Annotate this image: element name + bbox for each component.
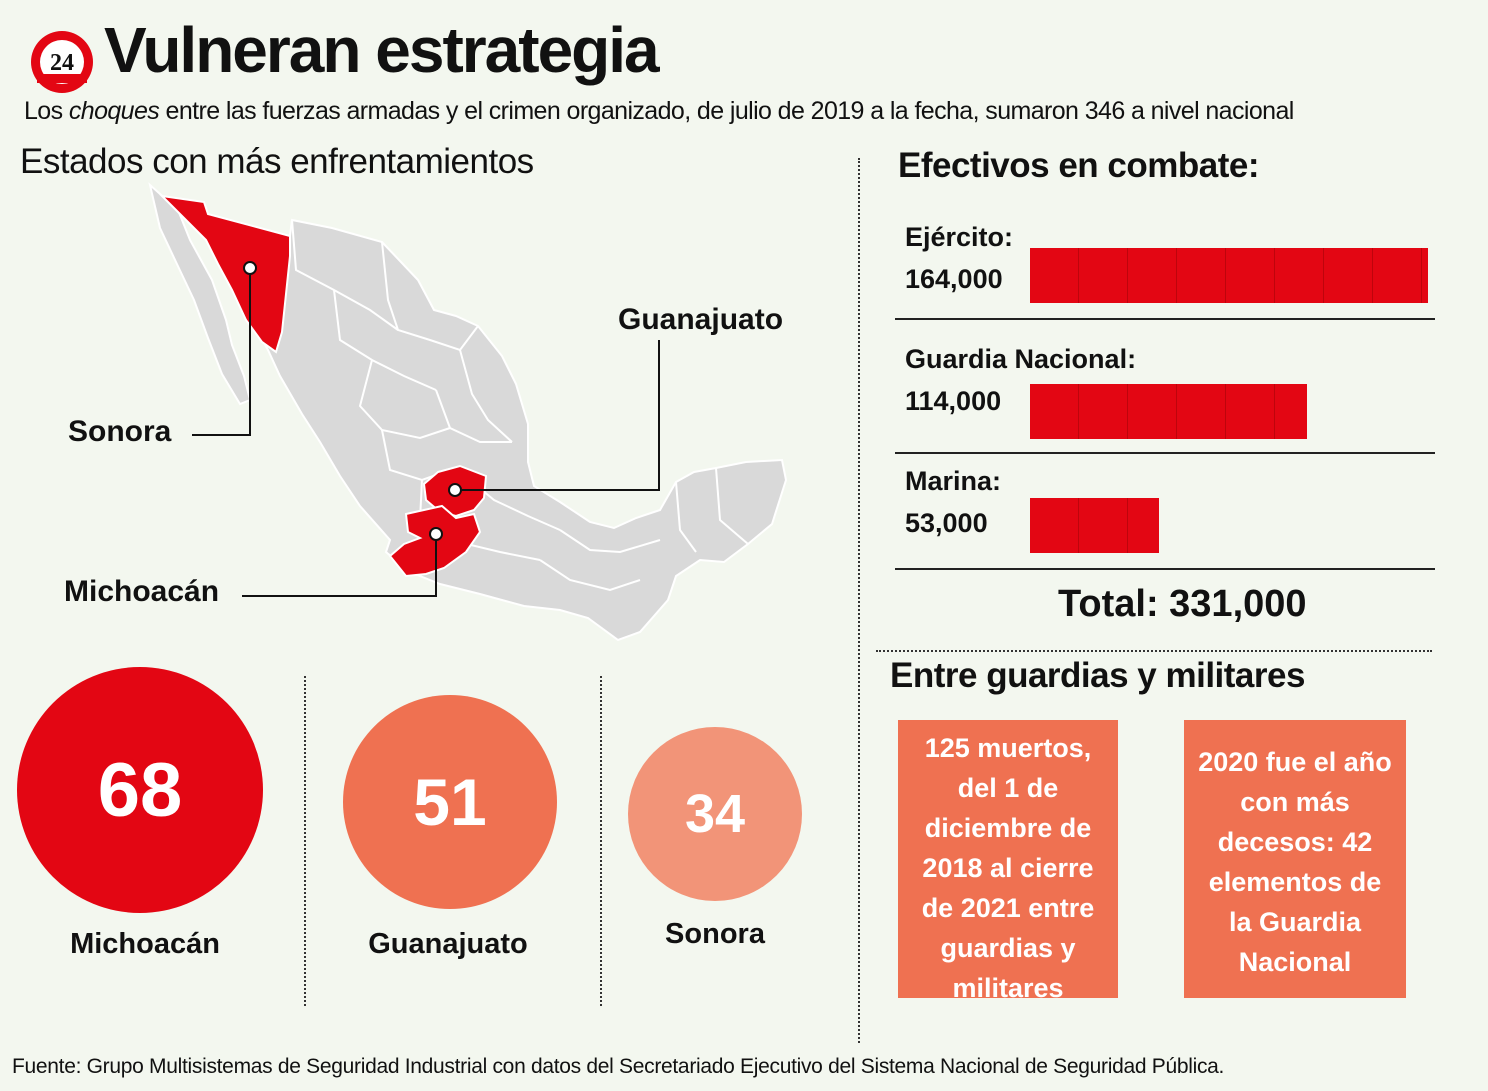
bar-category-label: Marina:: [905, 466, 1002, 496]
bar-separator: [895, 568, 1435, 570]
michoacan-label: Michoacán: [64, 575, 220, 608]
horizontal-divider: [876, 650, 1432, 652]
guanajuato-marker: [448, 483, 462, 497]
page-title: Vulneran estrategia: [104, 14, 660, 86]
total-label: Total: 331,000: [1058, 583, 1307, 625]
bubble-label: Sonora: [665, 918, 765, 950]
bar: [1030, 384, 1307, 439]
svg-text:24: 24: [50, 50, 74, 76]
sonora-label: Sonora: [68, 415, 172, 448]
bar-separator: [895, 452, 1435, 454]
bar-chart-title: Efectivos en combate:: [898, 146, 1260, 185]
circle-divider: [304, 676, 306, 1006]
info-box-deaths: 125 muertos, del 1 de diciembre de 2018 …: [898, 720, 1118, 1003]
sonora-state: [159, 194, 291, 354]
bubble: 34: [628, 727, 802, 901]
mexico-map: [148, 182, 788, 642]
boxes-title: Entre guardias y militares: [890, 656, 1305, 695]
sonora-leader-line: [192, 274, 251, 436]
mainland: [200, 218, 788, 642]
bubble-label: Michoacán: [70, 928, 220, 960]
guanajuato-label: Guanajuato: [618, 303, 784, 336]
bubble-label: Guanajuato: [368, 928, 528, 960]
sonora-marker: [243, 261, 257, 275]
bar-separator: [895, 318, 1435, 320]
bubble: 68: [17, 667, 263, 913]
guanajuato-leader-line: [461, 340, 660, 491]
bar-category-label: Ejército:: [905, 222, 1014, 252]
bar-value-label: 53,000: [905, 508, 988, 538]
bar: [1030, 248, 1428, 303]
michoacan-leader-line: [242, 540, 437, 597]
michoacan-marker: [429, 527, 443, 541]
bubble: 51: [343, 695, 557, 909]
vertical-divider: [858, 158, 860, 1043]
bar-value-label: 114,000: [905, 386, 1002, 416]
bar: [1030, 498, 1159, 553]
source-note: Fuente: Grupo Multisistemas de Seguridad…: [12, 1055, 1225, 1078]
circle-divider: [600, 676, 602, 1006]
page-subtitle: Los choques entre las fuerzas armadas y …: [24, 97, 1294, 125]
info-box-2020: 2020 fue el año con más decesos: 42 elem…: [1184, 720, 1406, 998]
map-title: Estados con más enfrentamientos: [20, 142, 534, 181]
bar-value-label: 164,000: [905, 264, 1003, 294]
bar-category-label: Guardia Nacional:: [905, 344, 1137, 374]
24-horas-logo: 24: [31, 31, 93, 93]
